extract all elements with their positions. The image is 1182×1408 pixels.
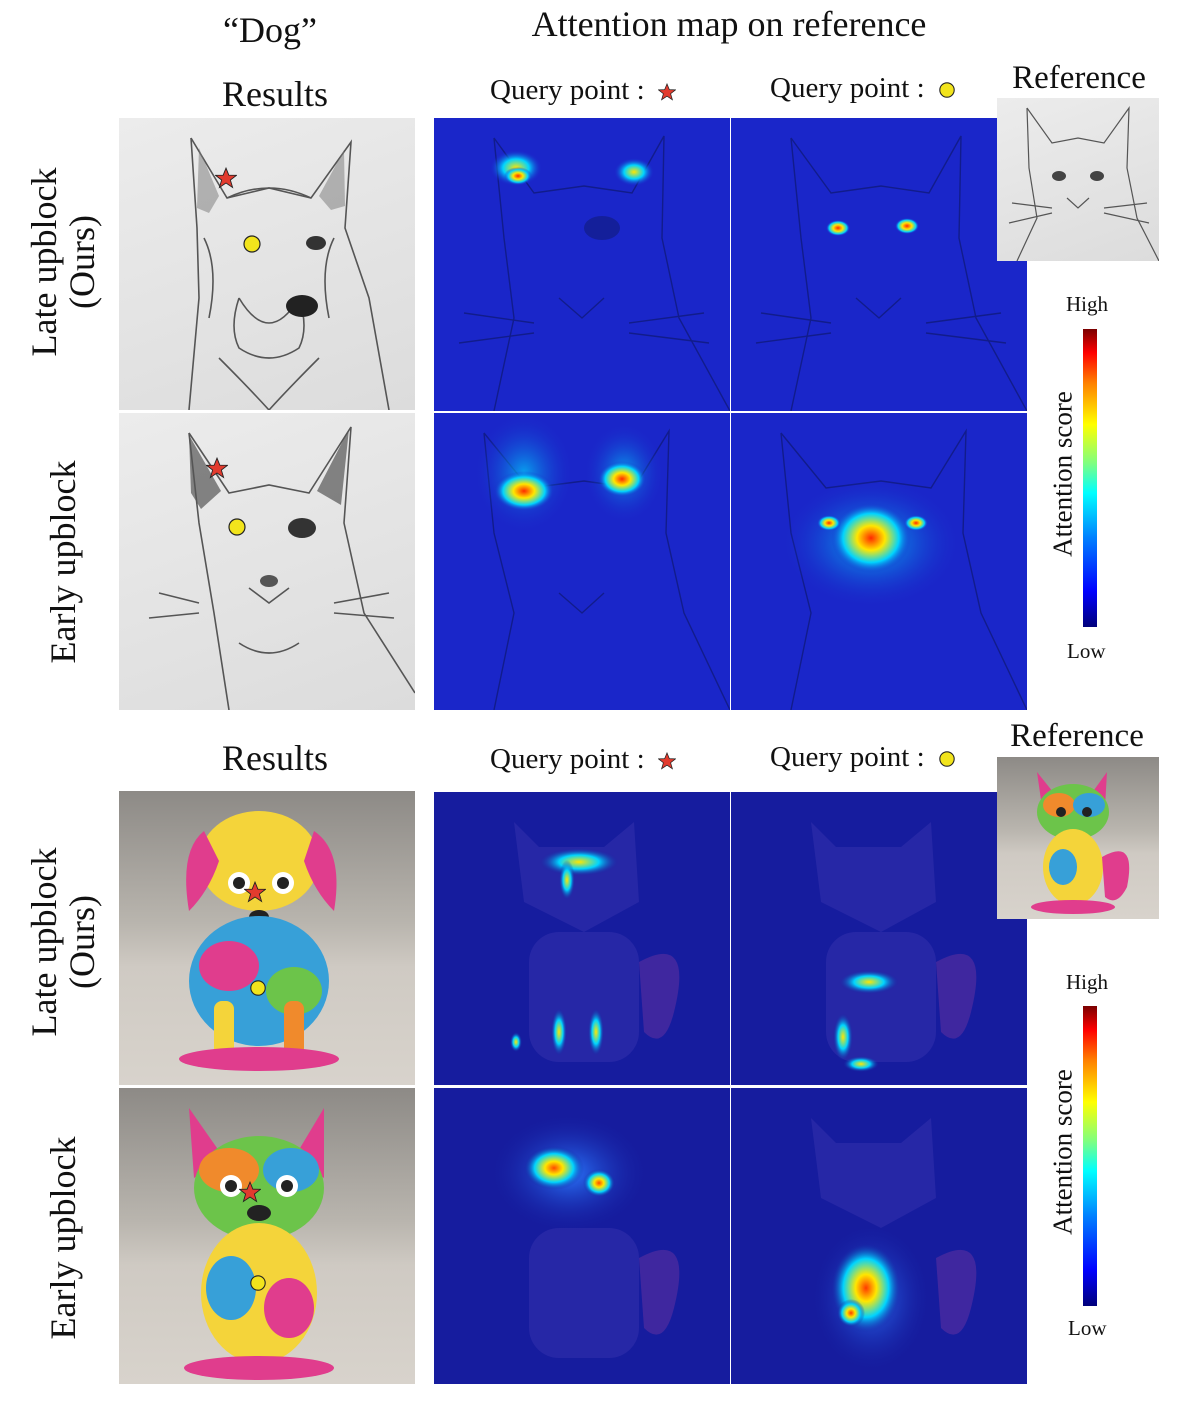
attention-map-early-star-top — [434, 413, 730, 710]
row-label-late-top: Late upblock (Ours) — [24, 167, 102, 357]
results-label-top: Results — [221, 74, 328, 114]
query-star-label-bottom: Query point : — [490, 743, 677, 776]
colorbar-title-bottom: Attention score — [1047, 1069, 1078, 1235]
star-marker-icon — [657, 78, 677, 107]
reference-label-bottom: Reference — [1010, 718, 1144, 754]
attention-map-late-circle-bottom — [731, 792, 1027, 1085]
query-circle-text: Query point : — [770, 741, 925, 773]
query-star-label-top: Query point : — [490, 74, 677, 107]
result-image-late-clay — [119, 791, 415, 1085]
star-marker-icon — [657, 747, 677, 776]
row-label-late-line1: Late upblock — [24, 847, 65, 1037]
row-label-late-bottom: Late upblock (Ours) — [24, 847, 102, 1037]
attention-map-early-star-bottom — [434, 1088, 730, 1384]
prompt-label: “Dog” — [223, 10, 317, 50]
result-image-early-sketch — [119, 413, 415, 710]
query-star-text: Query point : — [490, 74, 645, 106]
circle-marker-icon — [938, 745, 956, 774]
colorbar-high-top: High — [1066, 292, 1108, 316]
attention-map-early-circle-bottom — [731, 1088, 1027, 1384]
row-label-late-line2: (Ours) — [62, 215, 102, 309]
reference-image-sketch-cat — [997, 98, 1159, 261]
star-marker-icon — [215, 167, 237, 189]
attention-map-late-star-bottom — [434, 792, 730, 1085]
row-label-early-top: Early upblock — [43, 460, 84, 664]
row-label-late-line1: Late upblock — [24, 167, 65, 357]
query-circle-label-bottom: Query point : — [770, 743, 956, 774]
attention-header: Attention map on reference — [531, 4, 927, 44]
circle-marker-icon — [228, 518, 246, 536]
reference-image-clay-cat — [997, 757, 1159, 919]
query-circle-text: Query point : — [770, 72, 925, 104]
star-marker-icon — [244, 881, 266, 903]
row-label-early-text: Early upblock — [43, 460, 84, 664]
query-star-text: Query point : — [490, 743, 645, 775]
circle-marker-icon — [243, 235, 261, 253]
reference-label-top: Reference — [1012, 60, 1146, 96]
row-label-early-text: Early upblock — [43, 1136, 84, 1340]
result-image-late-sketch — [119, 118, 415, 410]
star-marker-icon — [239, 1181, 261, 1203]
colorbar-low-top: Low — [1067, 639, 1106, 663]
results-label-bottom: Results — [221, 738, 328, 778]
row-label-early-bottom: Early upblock — [43, 1136, 84, 1340]
attention-map-late-circle-top — [731, 118, 1027, 411]
query-circle-label-top: Query point : — [770, 74, 956, 105]
attention-map-late-star-top — [434, 118, 730, 411]
colorbar-title-top: Attention score — [1047, 391, 1078, 557]
colorbar-top — [1083, 329, 1097, 627]
circle-marker-icon — [250, 980, 266, 996]
attention-map-early-circle-top — [731, 413, 1027, 710]
colorbar-bottom — [1083, 1006, 1097, 1306]
colorbar-low-bottom: Low — [1068, 1316, 1107, 1340]
circle-marker-icon — [938, 76, 956, 105]
colorbar-high-bottom: High — [1066, 970, 1108, 994]
result-image-early-clay — [119, 1088, 415, 1384]
row-label-late-line2: (Ours) — [62, 895, 102, 989]
circle-marker-icon — [250, 1275, 266, 1291]
star-marker-icon — [206, 457, 228, 479]
